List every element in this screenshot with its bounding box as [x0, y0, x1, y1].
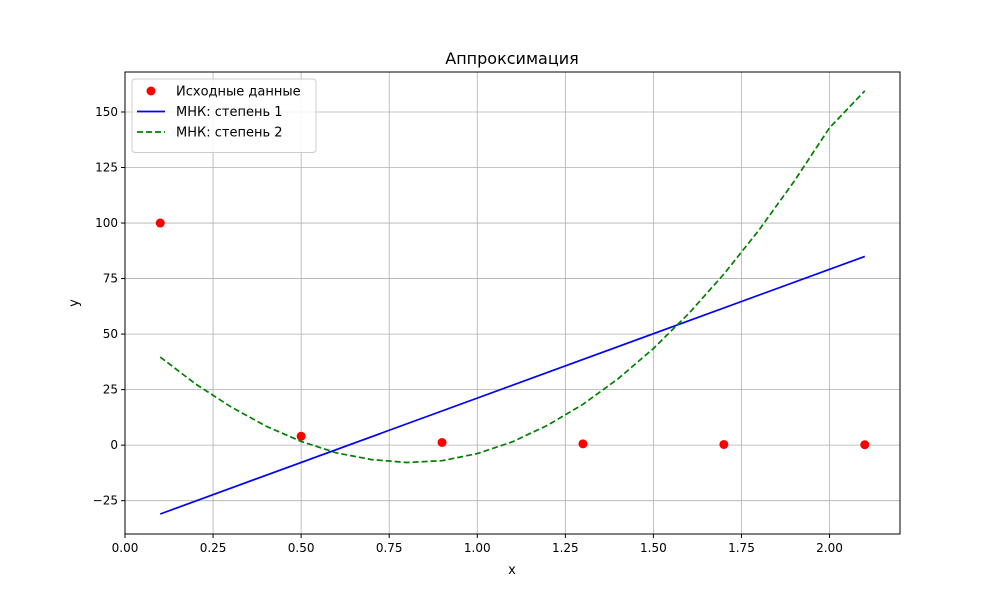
data-point: [437, 437, 447, 447]
x-tick-label: 0.50: [288, 541, 315, 555]
y-tick-label: −25: [93, 494, 118, 508]
x-tick-label: 1.25: [552, 541, 579, 555]
y-tick-label: 0: [110, 438, 118, 452]
y-tick-label: 100: [95, 216, 118, 230]
x-tick-label: 0.00: [112, 541, 139, 555]
legend-label: МНК: степень 1: [176, 105, 283, 120]
y-tick-label: 150: [95, 105, 118, 119]
plot-area: [155, 90, 870, 515]
legend-box: [131, 78, 317, 153]
x-axis-label: x: [508, 563, 516, 578]
y-tick-label: 75: [103, 272, 118, 286]
y-axis-label: y: [67, 299, 82, 307]
legend-marker: [146, 86, 156, 96]
data-point: [155, 218, 165, 228]
x-tick-label: 1.00: [464, 541, 491, 555]
data-point: [296, 431, 306, 441]
legend: Исходные данные МНК: степень 1 МНК: степен…: [131, 78, 317, 153]
legend-label: Исходные данные: [176, 85, 301, 100]
x-tick-label: 1.50: [640, 541, 667, 555]
axis-ticks: 0.00 0.25 0.50 0.75 1.00 1.25 1.50 1.75 2.00 −25 0…: [93, 105, 843, 555]
data-point: [860, 440, 870, 450]
chart-title: Аппроксимация: [445, 49, 578, 68]
legend-label: МНК: степень 2: [176, 126, 283, 141]
x-tick-label: 0.75: [376, 541, 403, 555]
data-point: [578, 439, 588, 449]
data-point: [719, 439, 729, 449]
x-tick-label: 2.00: [816, 541, 843, 555]
y-tick-label: 125: [95, 161, 118, 175]
series-line-1: [159, 255, 866, 515]
y-tick-label: 50: [103, 327, 118, 341]
series-line-2: [159, 90, 866, 464]
x-tick-label: 1.75: [728, 541, 755, 555]
x-tick-label: 0.25: [200, 541, 227, 555]
y-tick-label: 25: [103, 383, 118, 397]
axes-frame: [124, 71, 901, 535]
